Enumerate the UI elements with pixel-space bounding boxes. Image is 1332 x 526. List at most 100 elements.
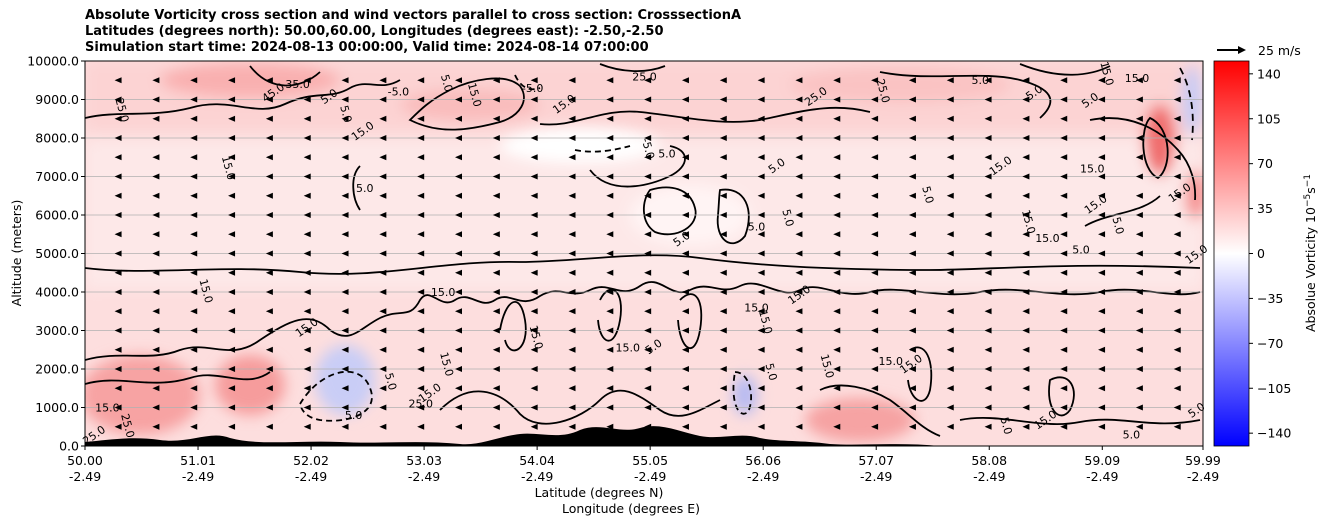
chart-title-line-1: Absolute Vorticity cross section and win… [85,8,742,23]
wind-vector [719,115,727,122]
wind-vector [606,385,614,392]
wind-vector [1098,327,1106,334]
wind-vector [341,385,349,392]
wind-vector [492,385,500,392]
wind-vector [379,327,387,334]
wind-vector [1135,250,1143,257]
wind-vector [417,308,425,315]
wind-vector [379,423,387,430]
x-tick-label-lon: -2.49 [1086,469,1118,484]
wind-vector [379,135,387,141]
wind-vector [1022,96,1030,103]
wind-vector [228,404,236,411]
wind-vector [606,423,614,430]
wind-vector [908,135,916,141]
wind-vector [379,115,387,122]
contour-label: 5.0 [1072,244,1090,257]
wind-vector [644,269,652,276]
contour-label: 5.0 [1123,428,1141,441]
wind-vector [228,327,236,334]
wind-vector [681,385,689,392]
wind-vector [719,212,727,218]
wind-vector [681,346,689,353]
wind-vector [379,308,387,315]
wind-vector [303,154,311,161]
colorbar-label-unit: s [1303,187,1318,194]
wind-vector [757,212,765,218]
wind-vector [303,77,311,84]
wind-vector [265,346,273,353]
wind-vector [455,231,463,238]
wind-vector [341,154,349,161]
wind-vector [341,308,349,315]
contour-label: 5.0 [382,371,399,391]
wind-vector [190,212,198,218]
x-tick-label-lat: 53.03 [406,453,442,468]
wind-vector [152,385,160,392]
wind-vector [303,231,311,238]
wind-vector [190,96,198,103]
wind-vector [568,385,576,392]
wind-vector [606,269,614,276]
contour-label: 5.0 [337,104,354,124]
wind-vector [681,173,689,180]
wind-vector [341,366,349,372]
contour-line [1084,195,1161,227]
wind-vector [795,96,803,103]
wind-vector [341,404,349,411]
wind-vector [1135,135,1143,141]
wind-vector [719,269,727,276]
x-axis-label-2: Longitude (degrees E) [562,501,700,516]
wind-vector [303,250,311,257]
wind-vector [114,212,122,218]
colorbar-tick-label: −105 [1257,381,1291,396]
contour-label: 15.0 [431,286,456,299]
wind-vector [719,77,727,84]
wind-vector [719,423,727,430]
contour-line [1179,67,1194,141]
wind-vector [984,289,992,295]
wind-vector [795,385,803,392]
field-blob-topleft [160,62,340,98]
wind-vector [908,192,916,199]
wind-vector [1173,423,1181,430]
wind-vector [606,192,614,199]
wind-vector [871,77,879,84]
wind-vector [152,250,160,257]
wind-vector [379,250,387,257]
wind-vector [568,269,576,276]
wind-vector [984,173,992,180]
wind-vector [379,77,387,84]
wind-vector [1135,366,1143,372]
wind-vector [455,423,463,430]
wind-vector [379,269,387,276]
wind-vector [265,327,273,334]
y-tick-label: 8000.0 [35,131,79,146]
wind-vector [1135,385,1143,392]
wind-vector [833,192,841,199]
wind-vector [871,154,879,161]
wind-vector [1135,327,1143,334]
contour-line [85,79,401,119]
wind-vector [417,135,425,141]
wind-vector [417,192,425,199]
wind-vector [417,346,425,353]
wind-vector [114,173,122,180]
wind-vector [833,96,841,103]
wind-vector [228,192,236,199]
wind-vector [190,327,198,334]
wind-vector [303,346,311,353]
wind-vector [1098,366,1106,372]
wind-vector [871,269,879,276]
wind-vector [568,173,576,180]
contour-line [85,281,1201,361]
wind-vector [681,115,689,122]
wind-vector [455,404,463,411]
wind-vector [1098,115,1106,122]
contour-label: 15.0 [196,278,215,305]
wind-vector [1060,269,1068,276]
wind-vector [492,327,500,334]
wind-vector [908,269,916,276]
wind-vector [152,154,160,161]
wind-vector [644,231,652,238]
